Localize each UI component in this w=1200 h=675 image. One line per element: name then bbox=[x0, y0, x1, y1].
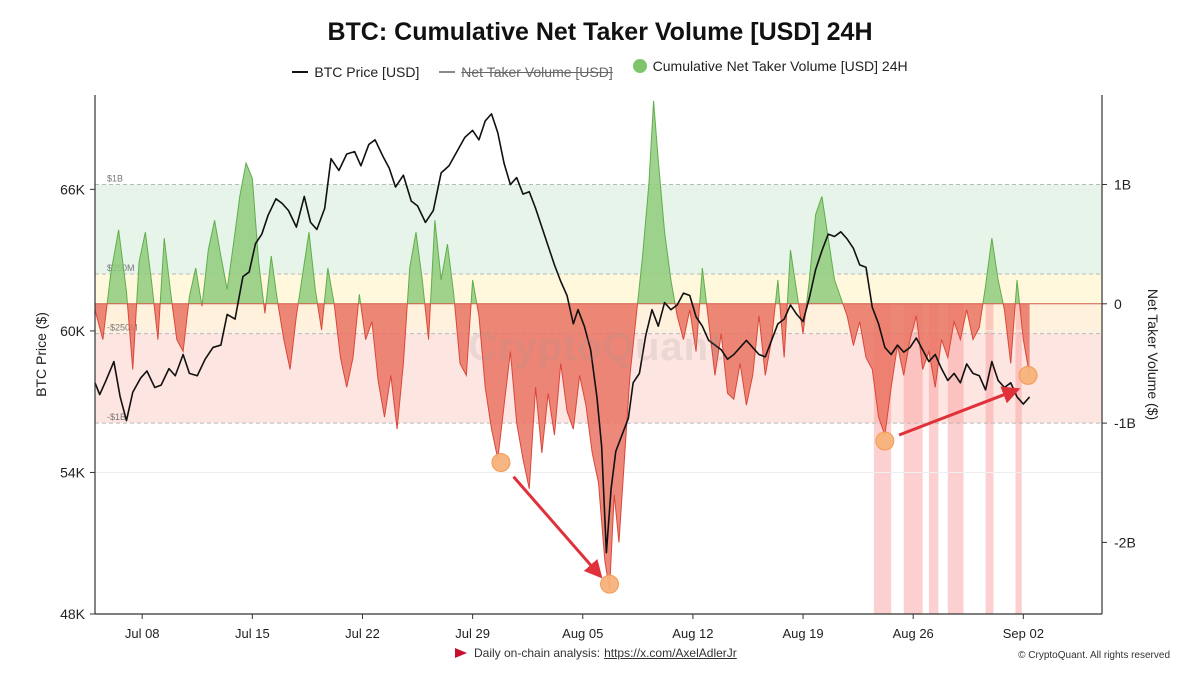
copyright-text: © CryptoQuant. All rights reserved bbox=[1018, 650, 1170, 661]
x-tick-label-7: Aug 26 bbox=[893, 626, 934, 641]
footer-note: Daily on-chain analysis: https://x.com/A… bbox=[455, 646, 737, 660]
y-left-tick-label-0: 48K bbox=[60, 606, 86, 622]
annotation-marker-0 bbox=[491, 452, 511, 472]
highlight-span-3 bbox=[947, 303, 964, 614]
threshold-label-2: -$250M bbox=[107, 323, 138, 333]
y-right-tick-label-0: 1B bbox=[1114, 176, 1131, 192]
legend-label-cumulative: Cumulative Net Taker Volume [USD] 24H bbox=[652, 58, 908, 74]
annotation-marker-1 bbox=[600, 574, 620, 594]
cumulative-area-negative bbox=[95, 303, 1030, 591]
y-right-tick-label-3: -2B bbox=[1114, 534, 1136, 550]
legend-dot-icon bbox=[632, 59, 647, 73]
y-right-tick-label-2: -1B bbox=[1114, 415, 1136, 431]
legend-label-net-taker-volume: Net Taker Volume [USD] bbox=[461, 64, 613, 80]
x-tick-label-3: Jul 29 bbox=[455, 626, 490, 641]
y-right-axis-title: Net Taker Volume ($) bbox=[1145, 289, 1161, 420]
legend-item-btc-price[interactable]: BTC Price [USD] bbox=[292, 64, 419, 80]
x-tick-label-8: Sep 02 bbox=[1003, 626, 1044, 641]
highlight-span-4 bbox=[985, 303, 994, 614]
y-left-tick-label-3: 66K bbox=[60, 181, 86, 197]
footer-text: Daily on-chain analysis: bbox=[474, 646, 601, 660]
chart-legend: BTC Price [USD] Net Taker Volume [USD] C… bbox=[0, 58, 1200, 80]
cumulative-line-positive bbox=[106, 100, 1021, 304]
annotation-marker-2 bbox=[875, 431, 895, 451]
watermark-logo: CryptoQuant bbox=[468, 325, 724, 369]
x-tick-label-1: Jul 15 bbox=[235, 626, 270, 641]
legend-item-cumulative[interactable]: Cumulative Net Taker Volume [USD] 24H bbox=[632, 58, 908, 74]
legend-item-net-taker-volume[interactable]: Net Taker Volume [USD] bbox=[439, 64, 613, 80]
annotation-marker-3 bbox=[1018, 365, 1038, 385]
legend-line-icon bbox=[439, 71, 456, 73]
highlight-span-1 bbox=[903, 303, 923, 614]
annotation-arrow-1 bbox=[898, 386, 1021, 437]
y-left-tick-label-2: 60K bbox=[60, 323, 86, 339]
highlight-span-5 bbox=[1015, 303, 1022, 614]
y-left-axis-title: BTC Price ($) bbox=[33, 312, 49, 397]
legend-label-btc-price: BTC Price [USD] bbox=[314, 64, 420, 80]
x-tick-label-2: Jul 22 bbox=[345, 626, 380, 641]
y-right-tick-label-1: 0 bbox=[1114, 296, 1122, 312]
cumulative-line-negative bbox=[95, 303, 1031, 591]
flag-icon bbox=[455, 648, 467, 658]
threshold-label-3: -$1B bbox=[107, 412, 126, 422]
x-tick-label-4: Aug 05 bbox=[562, 626, 603, 641]
x-tick-label-0: Jul 08 bbox=[125, 626, 160, 641]
y-left-tick-label-1: 54K bbox=[60, 464, 86, 480]
btc-price-line bbox=[94, 113, 1031, 554]
annotation-arrow-0 bbox=[512, 475, 603, 579]
x-tick-label-6: Aug 19 bbox=[782, 626, 823, 641]
legend-line-icon bbox=[292, 71, 309, 73]
chart-title: BTC: Cumulative Net Taker Volume [USD] 2… bbox=[327, 18, 873, 46]
threshold-label-0: $1B bbox=[107, 173, 123, 183]
highlight-span-2 bbox=[928, 303, 939, 614]
x-tick-label-5: Aug 12 bbox=[672, 626, 713, 641]
footer-link[interactable]: https://x.com/AxelAdlerJr bbox=[604, 646, 737, 660]
